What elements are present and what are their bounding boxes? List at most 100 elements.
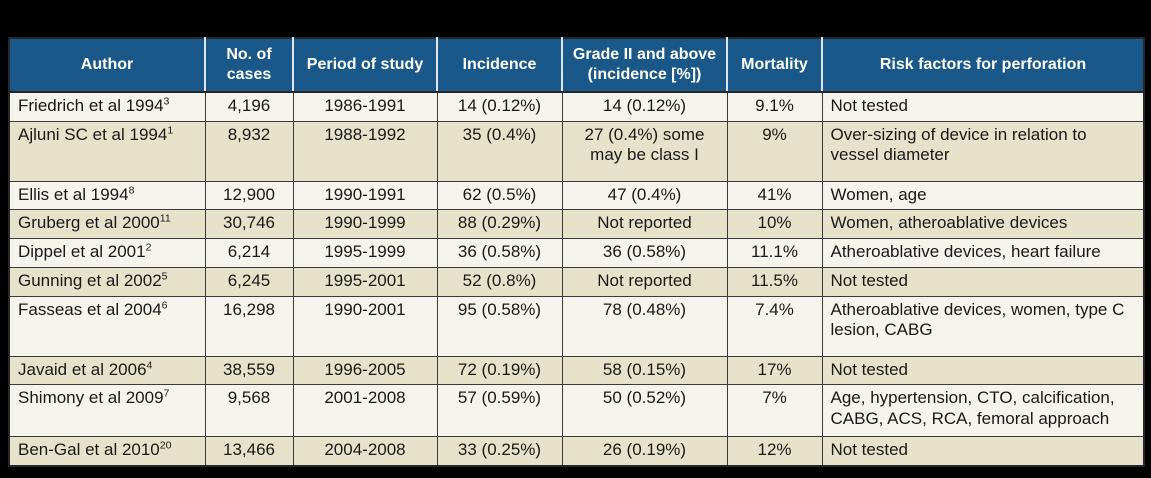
col-header-grade2: Grade II and above (incidence [%]) [561,38,727,93]
risk-cell: Women, age [821,180,1145,211]
risk-cell: Not tested [821,355,1145,386]
cases-cell: 6,214 [204,238,294,268]
cases-cell: 16,298 [204,295,294,357]
mortality-cell: 41% [726,180,823,211]
cases-cell: 8,932 [204,120,294,182]
period-cell: 1986-1991 [292,91,438,122]
incidence-cell: 72 (0.19%) [436,355,563,386]
incidence-cell: 52 (0.8%) [436,266,563,297]
author-text: Ellis et al 1994 [18,184,129,204]
author-cell: Shimony et al 20097 [8,384,206,438]
author-cell: Javaid et al 20064 [8,355,206,386]
risk-cell: Atheroablative devices, heart failure [821,238,1145,268]
perforation-studies-table: Author No. of cases Period of study Inci… [8,37,1145,468]
grade2-cell: 26 (0.19%) [561,436,728,467]
reference-superscript: 1 [167,124,174,137]
reference-superscript: 7 [163,387,170,400]
period-cell: 1990-1999 [292,209,438,240]
table-body: Friedrich et al 19943 4,196 1986-1991 14… [8,91,1145,467]
mortality-cell: 9.1% [726,91,823,122]
mortality-cell: 11.1% [726,238,823,268]
grade2-cell: Not reported [561,209,728,240]
col-header-cases: No. of cases [204,38,293,93]
mortality-cell: 17% [726,355,823,386]
table-row: Gruberg et al 200011 30,746 1990-1999 88… [8,209,1145,240]
figure-frame: Author No. of cases Period of study Inci… [8,37,1145,468]
incidence-cell: 36 (0.58%) [436,238,563,268]
reference-superscript: 4 [146,359,153,372]
risk-cell: Not tested [821,436,1145,467]
period-cell: 1990-1991 [292,180,438,211]
author-cell: Dippel et al 20012 [8,238,206,268]
author-text: Gunning et al 2002 [18,270,162,290]
mortality-cell: 11.5% [726,266,823,297]
grade2-cell: 14 (0.12%) [561,91,728,122]
col-header-risk: Risk factors for perforation [821,38,1144,93]
reference-superscript: 6 [161,299,168,312]
mortality-cell: 7.4% [726,295,823,357]
cases-cell: 9,568 [204,384,294,438]
author-cell: Fasseas et al 20046 [8,295,206,357]
col-header-author: Author [9,38,205,93]
table-header: Author No. of cases Period of study Inci… [9,38,1144,93]
period-cell: 1990-2001 [292,295,438,357]
risk-cell: Not tested [821,91,1145,122]
reference-superscript: 8 [128,184,135,197]
period-cell: 1995-1999 [292,238,438,268]
col-header-period: Period of study [292,38,437,93]
risk-cell: Not tested [821,266,1145,297]
risk-cell: Over-sizing of device in relation to ves… [821,120,1145,182]
table-row: Fasseas et al 20046 16,298 1990-2001 95 … [8,295,1145,357]
risk-cell: Women, atheroablative devices [821,209,1145,240]
grade2-cell: 50 (0.52%) [561,384,728,438]
grade2-cell: Not reported [561,266,728,297]
incidence-cell: 33 (0.25%) [436,436,563,467]
mortality-cell: 12% [726,436,823,467]
incidence-cell: 57 (0.59%) [436,384,563,438]
reference-superscript: 20 [159,439,172,452]
author-text: Javaid et al 2006 [18,359,147,379]
author-cell: Gruberg et al 200011 [8,209,206,240]
cases-cell: 12,900 [204,180,294,211]
mortality-cell: 10% [726,209,823,240]
table-row: Friedrich et al 19943 4,196 1986-1991 14… [8,91,1145,122]
cases-cell: 6,245 [204,266,294,297]
table-row: Ellis et al 19948 12,900 1990-1991 62 (0… [8,180,1145,211]
author-cell: Gunning et al 20025 [8,266,206,297]
period-cell: 1996-2005 [292,355,438,386]
author-cell: Ellis et al 19948 [8,180,206,211]
period-cell: 2001-2008 [292,384,438,438]
risk-cell: Age, hypertension, CTO, calcification, C… [821,384,1145,438]
incidence-cell: 88 (0.29%) [436,209,563,240]
author-text: Shimony et al 2009 [18,388,164,408]
table-row: Javaid et al 20064 38,559 1996-2005 72 (… [8,355,1145,386]
period-cell: 1988-1992 [292,120,438,182]
mortality-cell: 7% [726,384,823,438]
cases-cell: 38,559 [204,355,294,386]
author-text: Friedrich et al 1994 [18,96,164,115]
grade2-cell: 78 (0.48%) [561,295,728,357]
risk-cell: Atheroablative devices, women, type C le… [821,295,1145,357]
table-row: Ben-Gal et al 201020 13,466 2004-2008 33… [8,436,1145,467]
author-cell: Friedrich et al 19943 [8,91,206,122]
grade2-cell: 27 (0.4%) some may be class I [561,120,728,182]
cases-cell: 4,196 [204,91,294,122]
author-text: Ben-Gal et al 2010 [18,440,160,460]
reference-superscript: 11 [159,212,171,225]
cases-cell: 13,466 [204,436,294,467]
author-cell: Ben-Gal et al 201020 [8,436,206,467]
table-row: Dippel et al 20012 6,214 1995-1999 36 (0… [8,238,1145,268]
author-text: Fasseas et al 2004 [18,299,162,319]
grade2-cell: 36 (0.58%) [561,238,728,268]
mortality-cell: 9% [726,120,823,182]
cases-cell: 30,746 [204,209,294,240]
incidence-cell: 14 (0.12%) [436,91,563,122]
author-text: Gruberg et al 2000 [18,213,160,233]
author-text: Ajluni SC et al 1994 [18,124,168,144]
col-header-incidence: Incidence [436,38,562,93]
reference-superscript: 5 [161,270,168,283]
table-row: Shimony et al 20097 9,568 2001-2008 57 (… [8,384,1145,438]
reference-superscript: 2 [145,241,152,254]
period-cell: 2004-2008 [292,436,438,467]
table-row: Ajluni SC et al 19941 8,932 1988-1992 35… [8,120,1145,182]
